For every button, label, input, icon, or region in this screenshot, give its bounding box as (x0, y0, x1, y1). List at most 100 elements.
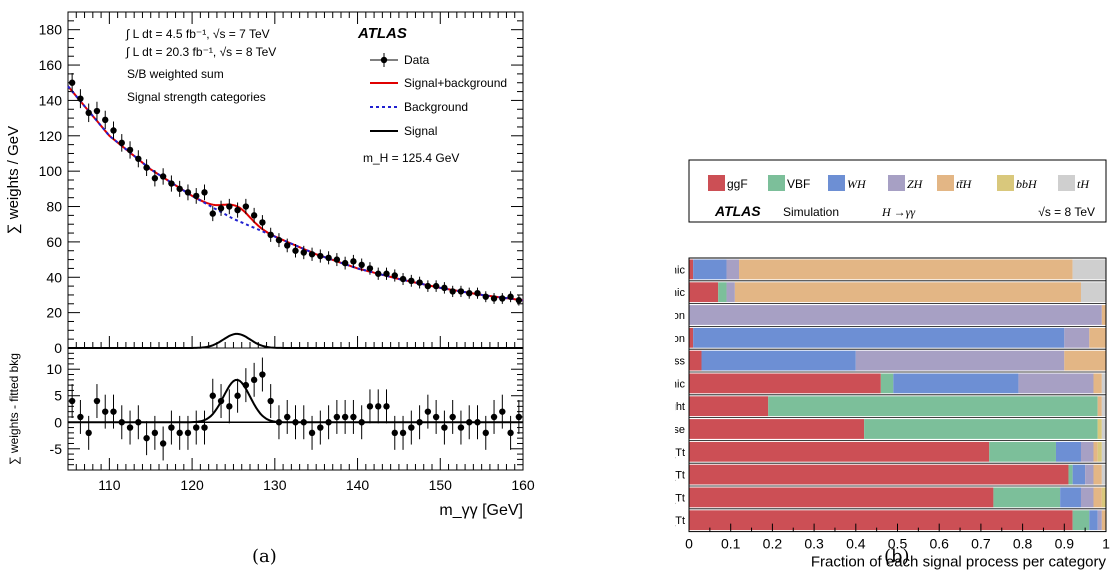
bar-segment (1097, 419, 1102, 439)
residual-point (474, 419, 481, 426)
bar-segment (689, 327, 694, 348)
x-tick-label-b: 0.5 (888, 536, 908, 552)
residual-point (366, 403, 374, 410)
data-point (441, 284, 448, 292)
residual-point (201, 424, 208, 431)
legend-swatch (768, 175, 785, 191)
residual-point (399, 429, 407, 437)
residual-point (242, 381, 250, 389)
data-point (499, 295, 506, 302)
data-point (424, 282, 432, 290)
residual-point (432, 413, 440, 421)
bar-segment (989, 441, 1056, 462)
legend-label: WH (847, 177, 867, 191)
category-label: VH E_T^miss (675, 356, 685, 368)
bar-segment (1097, 396, 1102, 417)
data-point (250, 212, 258, 219)
bar-segment (1085, 464, 1094, 485)
bar-segment (1018, 373, 1094, 394)
residual-point (308, 429, 316, 437)
top-frame (67, 11, 524, 349)
x-tick-label: 110 (98, 477, 121, 493)
residual-point (234, 392, 241, 399)
data-point (490, 295, 498, 302)
data-point (391, 272, 398, 279)
residual-point (168, 424, 175, 431)
data-point (341, 259, 349, 267)
category-label: Central - high p_Tt (675, 492, 685, 504)
channel-label: H →γγ (881, 205, 915, 219)
bar-segment (689, 282, 719, 303)
legend-label: VBF (787, 177, 810, 191)
data-point (416, 279, 423, 286)
data-point (209, 210, 216, 217)
bar-segment (864, 419, 1098, 439)
x-tick-label: 140 (346, 477, 370, 493)
bar-segment (1093, 464, 1102, 485)
residual-point (209, 392, 216, 399)
data-point (408, 277, 415, 284)
category-label: Forward - low p_Tt (675, 470, 685, 482)
data-point (308, 251, 316, 258)
signal-curve (68, 332, 523, 349)
energy-label: √s = 8 TeV (1038, 205, 1095, 219)
data-point (151, 175, 159, 182)
legend-label: bbH (1016, 177, 1038, 191)
data-point (102, 116, 109, 124)
category-label: tt̄H leptonic (675, 264, 685, 276)
residual-point (416, 419, 423, 426)
data-point (350, 258, 357, 265)
legend-entry: Data (404, 53, 430, 67)
x-tick-label-b: 0.3 (804, 536, 824, 552)
data-point (383, 270, 390, 277)
residual-point (325, 419, 332, 426)
data-point (242, 203, 250, 210)
residual-point (193, 424, 200, 431)
residual-point (85, 429, 92, 437)
y-tick-label-top: 180 (39, 22, 63, 38)
data-point (275, 236, 283, 244)
x-tick-label: 160 (511, 477, 535, 493)
category-label: Forward - high p_Tt (675, 447, 685, 459)
bar-segment (855, 350, 1065, 371)
data-point (126, 146, 134, 154)
data-point (466, 289, 473, 297)
legend-entry: Background (404, 100, 468, 114)
residual-point (267, 397, 274, 405)
simulation-label: Simulation (783, 205, 839, 219)
bar-segment (689, 396, 769, 417)
bar-segment (1101, 510, 1106, 531)
category-label: VH hadronic (675, 378, 685, 390)
residual-point (292, 419, 299, 426)
legend-swatch (828, 175, 845, 191)
residual-point (482, 429, 489, 437)
residual-point (275, 419, 283, 426)
residual-point (68, 397, 76, 405)
bar-segment (1097, 510, 1102, 531)
data-point (358, 261, 365, 269)
residual-point (217, 397, 225, 405)
residual-point (284, 413, 291, 421)
bar-segment (726, 282, 735, 303)
signal-fraction-chart: ggF VBF WH ZH tt̄H bbH tH ATLAS Simulation H →γγ √… (675, 159, 1110, 570)
bar-segment (1064, 350, 1106, 371)
bar-segment (1072, 510, 1090, 531)
x-tick-label-b: 0 (685, 536, 693, 552)
data-point (93, 107, 101, 115)
y-tick-label-bottom: 5 (54, 388, 62, 404)
category-label: VBF tight (675, 401, 685, 413)
residual-point (358, 419, 365, 426)
bar-segment (689, 259, 694, 280)
y-tick-label-top: 140 (39, 92, 63, 108)
x-tick-label: 150 (429, 477, 453, 493)
legend-label: tH (1077, 177, 1090, 191)
bar-segment (768, 396, 1098, 417)
y-tick-label-top: 160 (39, 57, 63, 73)
y-axis-label-top: ∑ weights / GeV (5, 126, 22, 234)
bar-segment (1072, 464, 1086, 485)
bar-segment (1068, 464, 1073, 485)
data-point (193, 192, 200, 200)
x-tick-label-b: 0.1 (721, 536, 741, 552)
bar-segment (893, 373, 1019, 394)
mass-spectrum-chart: 110 120 130 140 150 1600204060801001201401601… (5, 11, 535, 519)
